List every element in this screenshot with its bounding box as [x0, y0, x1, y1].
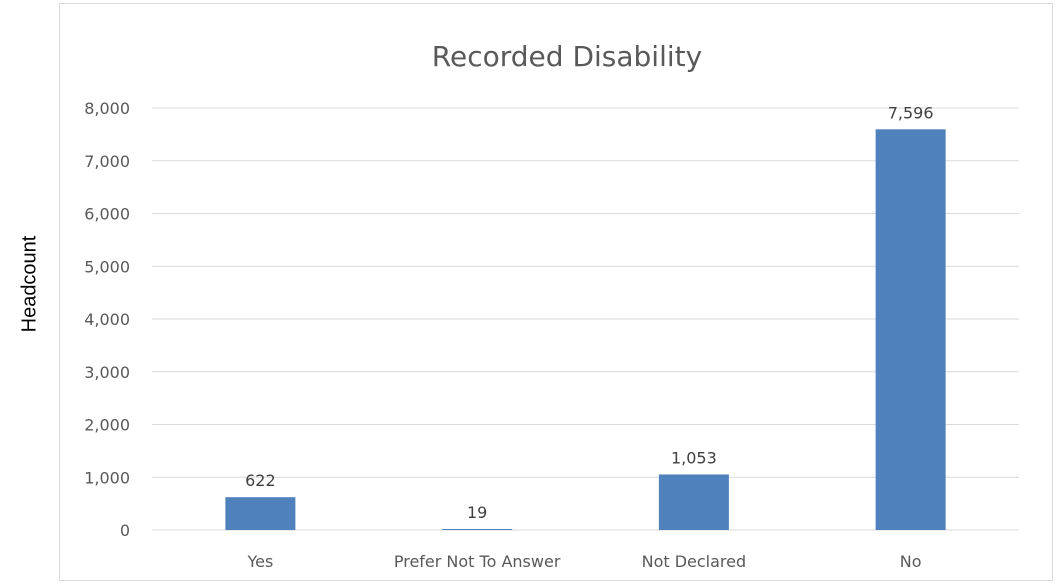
bar — [225, 497, 296, 530]
y-tick-label: 4,000 — [84, 310, 130, 329]
data-label: 622 — [245, 471, 276, 490]
x-tick-label: Not Declared — [642, 552, 747, 571]
y-tick-label: 0 — [120, 521, 130, 540]
x-tick-label: No — [900, 552, 922, 571]
gridlines — [152, 107, 1019, 531]
y-tick-label: 1,000 — [84, 468, 130, 487]
x-tick-label: Prefer Not To Answer — [394, 552, 561, 571]
y-tick-label: 8,000 — [84, 99, 130, 118]
y-tick-label: 6,000 — [84, 205, 130, 224]
y-tick-label: 5,000 — [84, 257, 130, 276]
x-tick-label: Yes — [246, 552, 273, 571]
bar — [658, 474, 729, 530]
data-label: 19 — [467, 503, 487, 522]
data-labels: 622 19 1,053 7,596 — [245, 103, 933, 522]
y-tick-label: 2,000 — [84, 416, 130, 435]
x-axis-ticks: Yes Prefer Not To Answer Not Declared No — [246, 552, 921, 571]
y-axis-ticks: 0 1,000 2,000 3,000 4,000 5,000 6,000 7,000 8,00… — [84, 99, 130, 540]
chart-title: Recorded Disability — [432, 40, 702, 73]
bar — [442, 528, 513, 530]
y-tick-label: 3,000 — [84, 363, 130, 382]
bars — [225, 129, 946, 530]
y-tick-label: 7,000 — [84, 152, 130, 171]
data-label: 7,596 — [888, 103, 934, 122]
data-label: 1,053 — [671, 448, 717, 467]
bar — [875, 129, 946, 530]
